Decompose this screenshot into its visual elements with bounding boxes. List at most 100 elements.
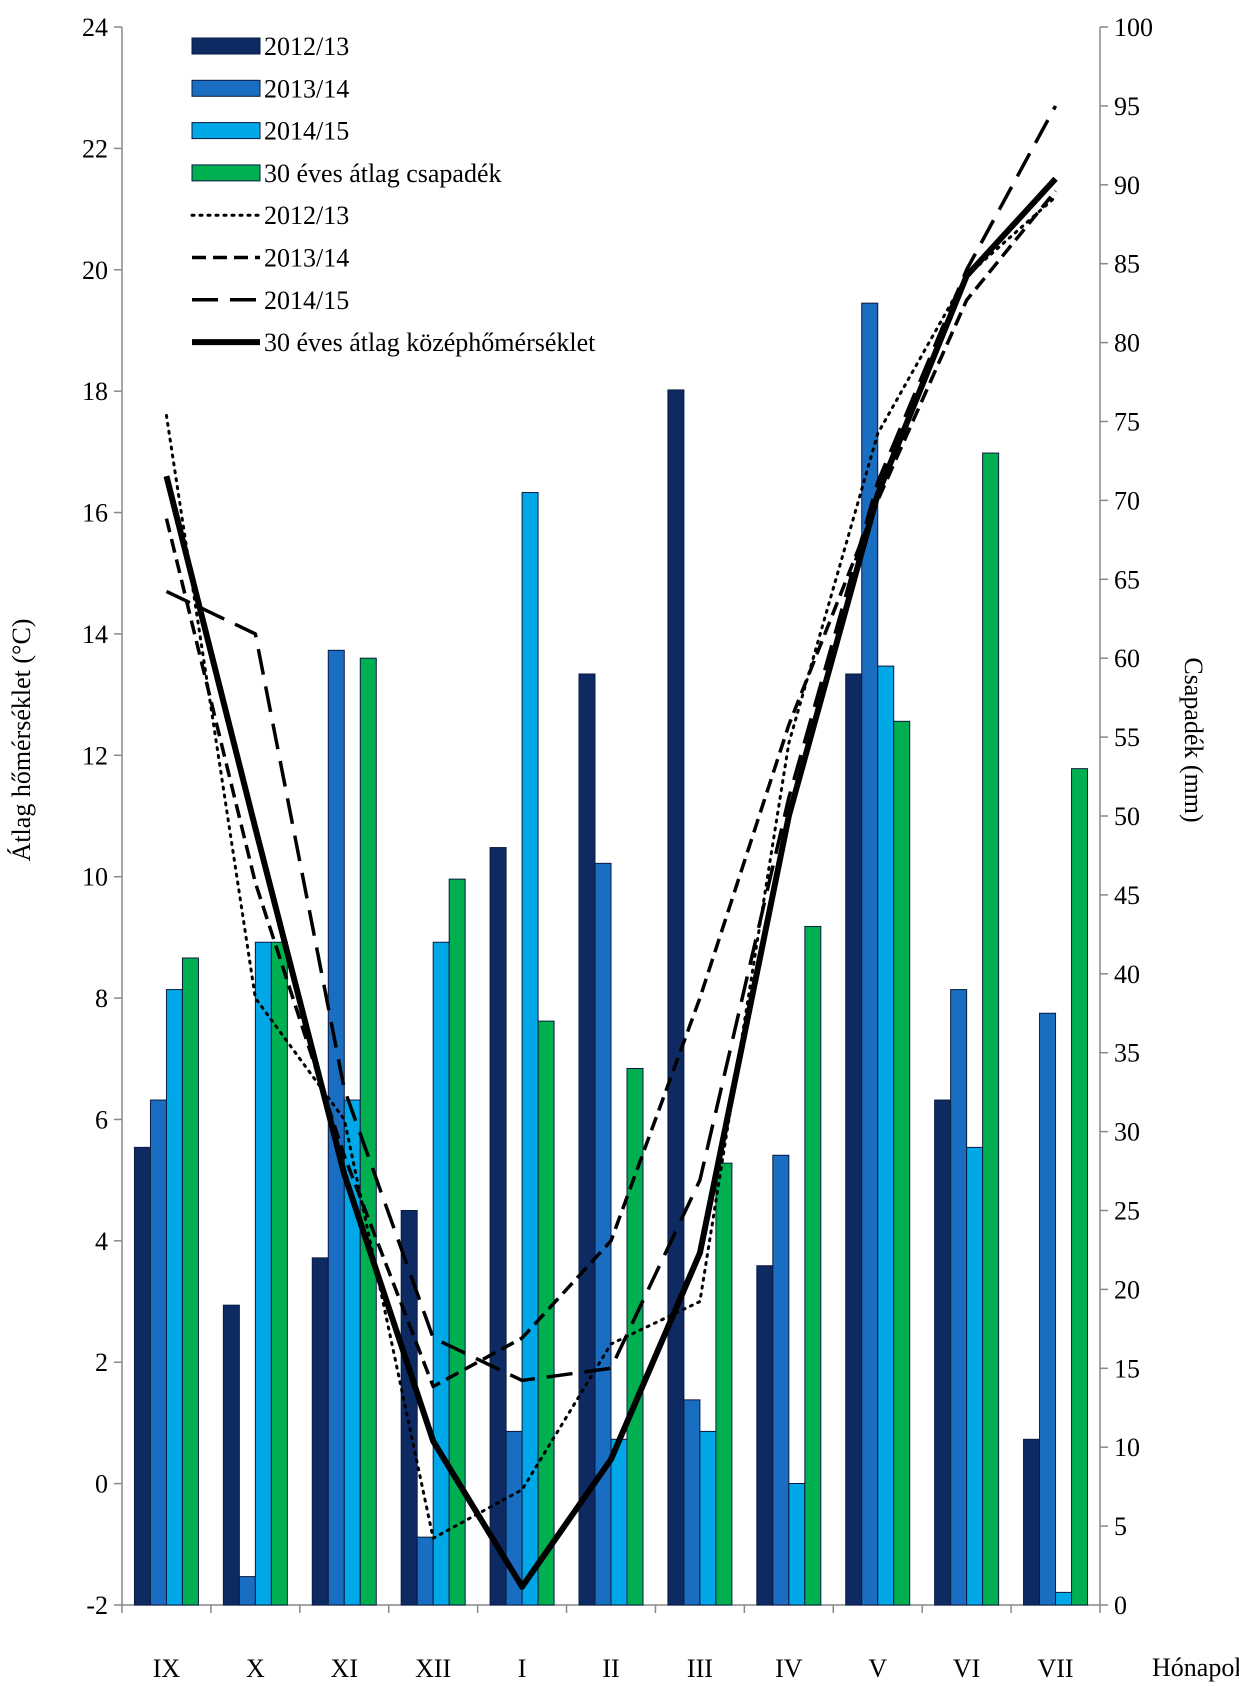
right-tick-label: 25: [1114, 1197, 1140, 1226]
bar: [181, 957, 199, 1606]
right-tick-label: 50: [1114, 802, 1140, 831]
left-tick-label: 6: [95, 1105, 108, 1134]
bar: [270, 941, 288, 1606]
left-tick-label: 0: [95, 1470, 108, 1499]
bar: [626, 1067, 644, 1606]
bar: [966, 1146, 984, 1606]
right-tick-label: 40: [1114, 960, 1140, 989]
bar: [1055, 1591, 1073, 1606]
right-tick-label: 95: [1114, 92, 1140, 121]
left-tick-label: 14: [82, 620, 108, 649]
right-tick-label: 5: [1114, 1512, 1127, 1541]
left-tick-label: 2: [95, 1348, 108, 1377]
legend-label: 2012/13: [264, 201, 349, 230]
bar: [400, 1210, 418, 1606]
bar: [416, 1536, 434, 1606]
right-tick-label: 90: [1114, 171, 1140, 200]
bar: [934, 1099, 952, 1606]
right-tick-label: 20: [1114, 1275, 1140, 1304]
lines: [163, 105, 1058, 1590]
bar: [845, 673, 863, 1606]
bar: [133, 1146, 151, 1606]
x-tick-label: VII: [1037, 1654, 1073, 1683]
x-tick-label: III: [687, 1654, 713, 1683]
legend-swatch: [191, 37, 261, 55]
legend-label: 2013/14: [264, 74, 349, 103]
left-tick-label: 18: [82, 377, 108, 406]
x-tick-label: XII: [415, 1654, 451, 1683]
bar: [756, 1265, 774, 1606]
bar: [877, 665, 895, 1606]
bar: [489, 847, 507, 1606]
right-tick-label: 30: [1114, 1118, 1140, 1147]
left-tick-label: 4: [95, 1227, 108, 1256]
bar: [804, 925, 822, 1606]
series-line: [164, 189, 1057, 1389]
legend-label: 2014/15: [264, 117, 349, 146]
x-tick-label: XI: [331, 1654, 358, 1683]
x-tick-label: V: [868, 1654, 887, 1683]
bar: [772, 1154, 790, 1606]
bar: [667, 389, 685, 1606]
legend-label: 30 éves átlag csapadék: [264, 159, 502, 188]
bar: [254, 941, 272, 1606]
bar: [578, 673, 596, 1606]
left-tick-label: 16: [82, 499, 108, 528]
bar: [683, 1399, 701, 1606]
x-tick-label: VI: [953, 1654, 980, 1683]
legend-swatch: [191, 122, 261, 140]
right-tick-label: 10: [1114, 1433, 1140, 1462]
right-tick-label: 80: [1114, 329, 1140, 358]
left-tick-label: 20: [82, 256, 108, 285]
left-tick-label: -2: [86, 1591, 108, 1620]
left-axis-title: Átlag hőmérséklet (°C): [7, 619, 36, 862]
bar: [448, 878, 466, 1606]
right-tick-label: 45: [1114, 881, 1140, 910]
bar: [699, 1430, 717, 1606]
bar: [1023, 1438, 1041, 1606]
right-tick-label: 55: [1114, 723, 1140, 752]
series-line: [163, 176, 1058, 1590]
x-tick-label: I: [518, 1654, 527, 1683]
bar: [432, 941, 450, 1606]
x-tick-label: II: [602, 1654, 619, 1683]
right-tick-label: 35: [1114, 1039, 1140, 1068]
bar: [165, 989, 183, 1606]
legend-label: 30 éves átlag középhőmérséklet: [264, 328, 596, 357]
bar: [788, 1482, 806, 1606]
bar: [715, 1162, 733, 1606]
bar: [149, 1099, 167, 1606]
bar: [311, 1257, 329, 1606]
right-axis-title: Csapadék (mm): [1179, 657, 1208, 822]
legend-swatch: [191, 79, 261, 97]
left-tick-label: 8: [95, 984, 108, 1013]
bar: [1071, 768, 1089, 1606]
bar: [359, 657, 377, 1606]
legend-label: 2014/15: [264, 286, 349, 315]
right-tick-label: 75: [1114, 408, 1140, 437]
right-tick-label: 85: [1114, 250, 1140, 279]
left-tick-label: 10: [82, 863, 108, 892]
bar: [610, 1438, 628, 1606]
axes: -202468101214161820222405101520253035404…: [82, 13, 1153, 1683]
bar: [893, 720, 911, 1606]
x-tick-label: IV: [775, 1654, 803, 1683]
right-tick-label: 0: [1114, 1591, 1127, 1620]
bar: [1039, 1012, 1057, 1606]
bar: [537, 1020, 555, 1606]
bar: [521, 492, 539, 1606]
series-line: [164, 195, 1058, 1540]
x-tick-label: X: [246, 1654, 265, 1683]
right-tick-label: 100: [1114, 13, 1153, 42]
right-tick-label: 15: [1114, 1354, 1140, 1383]
bar: [950, 989, 968, 1606]
bars: [133, 302, 1089, 1606]
bar: [982, 452, 1000, 1606]
x-tick-label: IX: [153, 1654, 181, 1683]
bar: [238, 1576, 256, 1606]
right-tick-label: 70: [1114, 486, 1140, 515]
left-tick-label: 24: [82, 13, 108, 42]
right-tick-label: 60: [1114, 644, 1140, 673]
series-line: [165, 105, 1058, 1383]
